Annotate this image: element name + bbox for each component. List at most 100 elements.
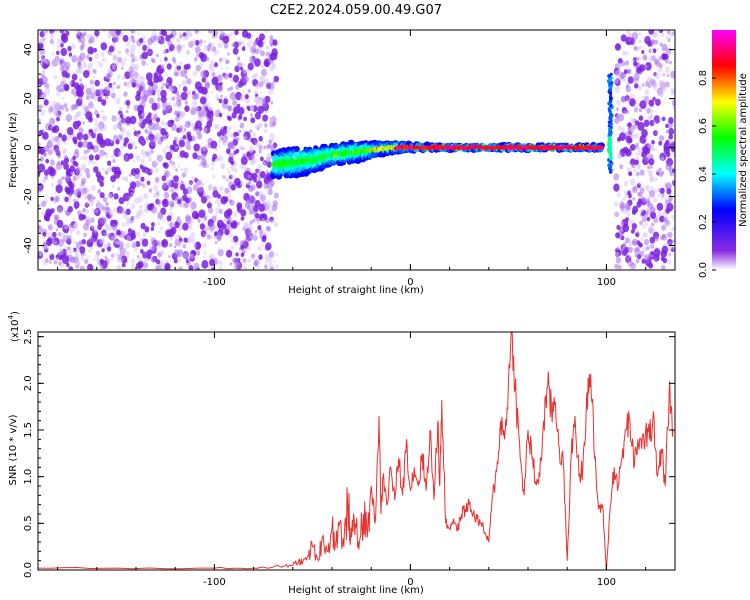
noise-speckle [57,44,61,49]
noise-speckle [232,235,239,243]
noise-speckle [60,42,64,48]
noise-speckle [263,128,268,134]
noise-speckle [113,193,119,200]
noise-speckle [130,263,136,270]
noise-speckle [45,58,50,65]
noise-speckle [138,121,143,128]
noise-speckle [146,63,149,67]
noise-speckle [86,148,90,153]
noise-speckle [101,99,107,106]
noise-speckle [97,143,100,147]
noise-speckle [152,160,157,165]
noise-speckle [672,105,675,111]
noise-speckle [69,234,73,239]
noise-speckle [82,207,86,213]
noise-speckle [203,215,208,221]
noise-speckle [138,110,142,115]
noise-speckle [613,183,620,192]
noise-speckle [147,203,153,211]
noise-speckle [140,176,145,182]
noise-speckle [50,118,55,125]
noise-speckle [651,254,654,258]
noise-speckle [137,32,140,36]
noise-speckle [658,193,662,198]
noise-speckle [52,100,58,107]
noise-speckle [181,172,187,178]
noise-speckle [635,171,640,177]
noise-speckle [177,199,182,204]
noise-speckle [217,42,223,49]
noise-speckle [51,126,57,133]
noise-speckle [215,111,219,115]
noise-speckle [220,196,228,205]
noise-speckle [100,42,108,51]
noise-speckle [80,137,83,140]
noise-speckle [247,245,251,251]
noise-speckle [144,128,149,134]
noise-speckle [118,206,125,214]
noise-speckle [103,86,110,94]
noise-speckle [165,73,168,77]
noise-speckle [156,85,160,89]
noise-speckle [93,96,98,102]
noise-speckle [256,127,260,131]
noise-speckle [131,82,136,88]
noise-speckle [198,163,202,167]
noise-speckle [142,183,147,189]
noise-speckle [150,256,156,263]
noise-speckle [79,82,84,88]
noise-speckle [179,183,186,191]
noise-speckle [97,189,102,194]
noise-speckle [668,241,673,246]
noise-speckle [665,163,672,171]
noise-speckle [79,240,83,245]
noise-speckle [623,180,629,187]
noise-speckle [47,224,53,231]
noise-speckle [54,30,59,33]
noise-speckle [125,216,130,221]
noise-speckle [634,159,639,166]
noise-speckle [110,139,113,144]
noise-speckle [624,60,630,66]
noise-speckle [180,181,184,185]
noise-speckle [667,259,671,265]
noise-speckle [82,121,85,125]
noise-speckle [266,161,272,168]
noise-speckle [649,56,655,63]
noise-speckle [107,160,112,166]
noise-speckle [158,204,161,208]
noise-speckle [90,246,94,250]
noise-speckle [148,188,153,193]
noise-speckle [96,208,100,213]
noise-speckle [614,70,620,78]
noise-speckle [150,57,155,63]
noise-speckle [75,103,79,107]
noise-speckle [65,127,68,131]
svg-text:(x104): (x104) [7,311,21,342]
noise-speckle [234,168,239,173]
noise-speckle [203,45,209,51]
noise-speckle [205,227,209,232]
noise-speckle [134,168,140,175]
noise-speckle [635,120,640,126]
noise-speckle [83,70,90,79]
noise-speckle [67,62,71,66]
noise-speckle [58,248,64,256]
y-tick-label: -20 [23,188,34,204]
noise-speckle [217,247,220,250]
noise-speckle [142,154,146,158]
noise-speckle [240,216,245,221]
noise-speckle [622,50,627,56]
noise-speckle [616,99,622,106]
noise-speckle [81,167,86,172]
noise-speckle [659,91,664,98]
noise-speckle [239,145,244,151]
noise-speckle [154,176,160,183]
noise-speckle [233,35,236,38]
noise-speckle [84,258,89,265]
noise-speckle [135,213,141,219]
noise-speckle [206,236,209,240]
noise-speckle [139,209,144,215]
noise-speckle [133,73,139,80]
noise-speckle [162,148,167,154]
